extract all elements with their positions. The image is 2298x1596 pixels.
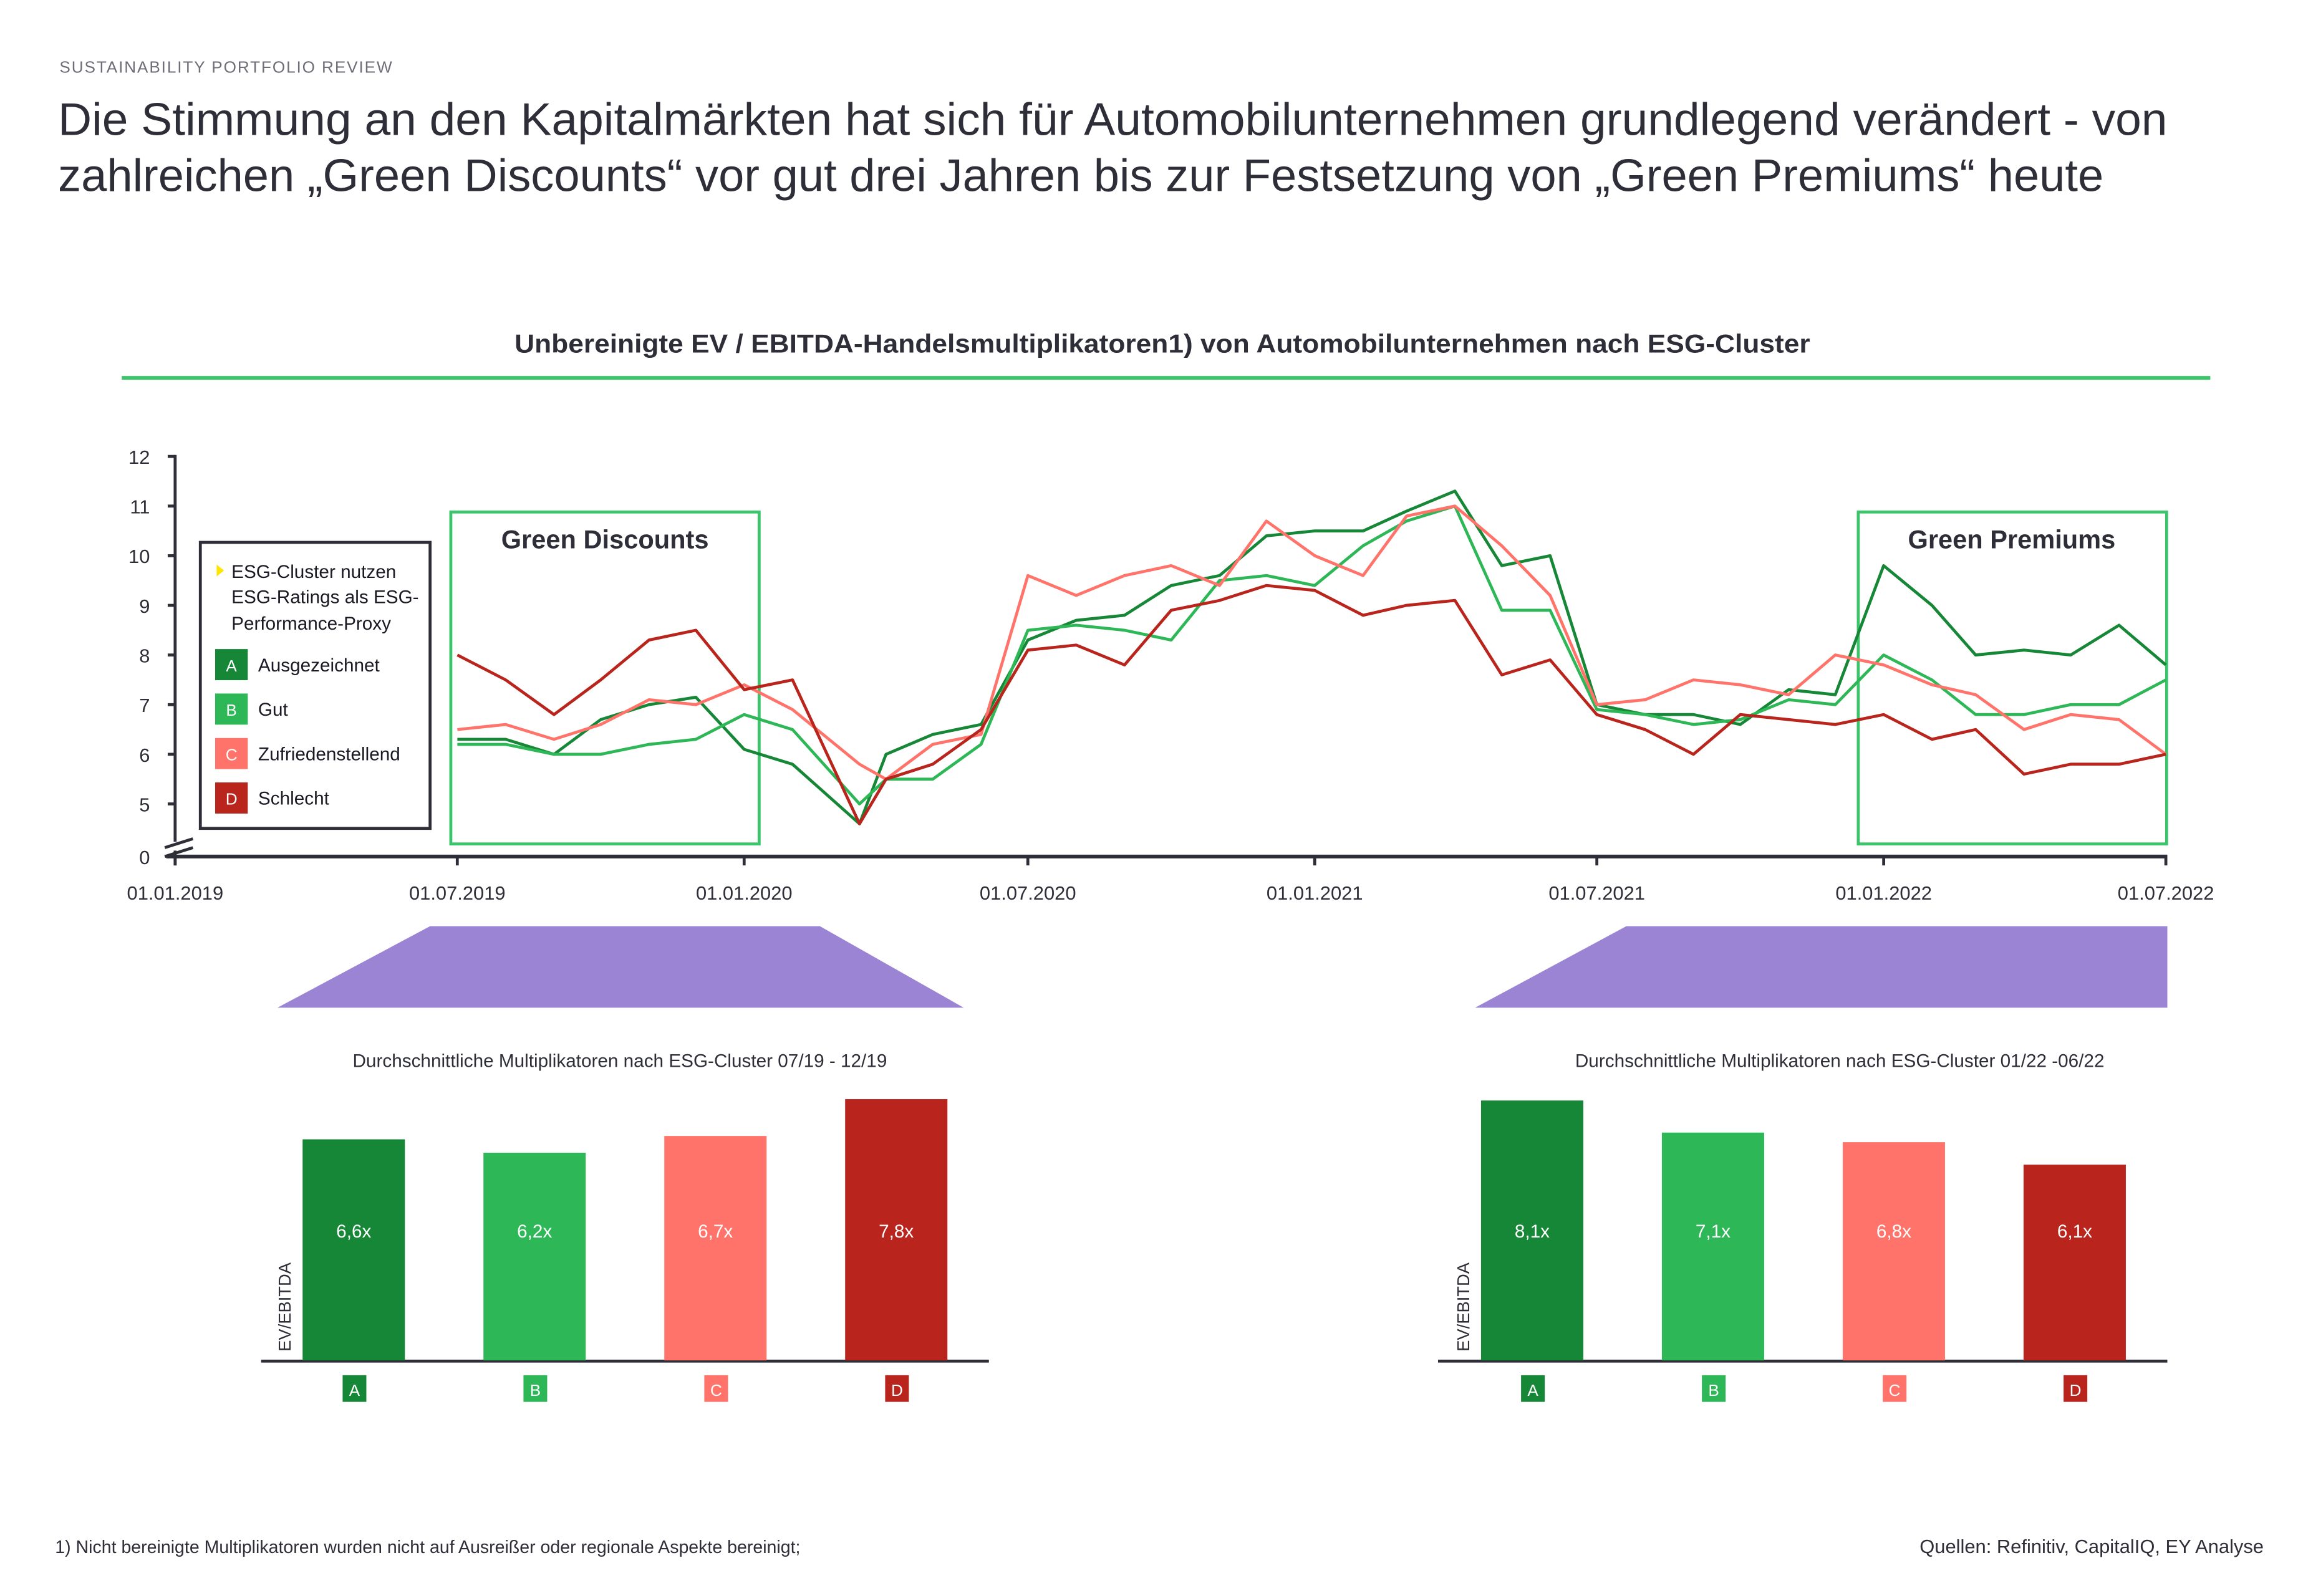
category-badge-C (704, 1375, 728, 1402)
bar-value-label: 8,1x (1515, 1221, 1550, 1242)
bar-C (1842, 1142, 1945, 1361)
yellow-triangle-bullet-icon (216, 564, 224, 577)
x-tick-label: 01.07.2019 (409, 882, 506, 904)
zoom-connector-left (277, 926, 964, 1008)
legend-key: B (226, 701, 236, 719)
bar-A (302, 1139, 405, 1361)
x-tick-label: 01.07.2020 (980, 882, 1076, 904)
series-line-B (457, 504, 2167, 805)
footnote: 1) Nicht bereinigte Multiplikatoren wurd… (55, 1537, 800, 1557)
line-chart-title: Unbereinigte EV / EBITDA-Handelsmultipli… (514, 329, 1810, 358)
legend-label: Gut (258, 699, 289, 720)
category-label: D (2070, 1381, 2082, 1400)
legend: ESG-Cluster nutzen ESG-Ratings als ESG- … (198, 541, 432, 830)
bar-value-label: 6,8x (1876, 1221, 1911, 1242)
category-label: A (1527, 1381, 1538, 1400)
green-discounts-box (449, 510, 761, 846)
axis-break-mark (164, 846, 194, 858)
legend-label: Schlecht (258, 789, 330, 809)
x-tick-label: 01.01.2021 (1267, 882, 1363, 904)
series-line-D (456, 584, 2166, 825)
bar-A (1480, 1100, 1583, 1361)
bar-chart-right: Durchschnittliche Multiplikatoren nach E… (1438, 1050, 2168, 1402)
category-label: B (530, 1381, 541, 1400)
category-badge-D (2064, 1375, 2088, 1402)
y-tick-label: 8 (139, 645, 150, 667)
legend-key: A (226, 656, 237, 675)
legend-label: Ausgezeichnet (258, 655, 380, 676)
category-label: C (1889, 1381, 1901, 1400)
legend-box (198, 541, 432, 830)
x-tick-label: 01.07.2022 (2118, 882, 2214, 904)
legend-swatch-A (215, 649, 248, 681)
category-badge-A (1521, 1375, 1545, 1402)
page-title-line-1: Die Stimmung an den Kapitalmärkten hat s… (58, 93, 2167, 145)
x-tick-label: 01.07.2021 (1548, 882, 1645, 904)
x-tick-label: 01.01.2022 (1835, 882, 1932, 904)
bar-value-label: 7,1x (1696, 1221, 1731, 1242)
zoom-connector-right (1475, 926, 2168, 1008)
series-line-C (457, 504, 2167, 781)
x-tick-label: 01.01.2020 (696, 882, 793, 904)
y-ticks: 0 5 6 7 8 9 10 11 12 (128, 446, 175, 868)
category-badge-A (342, 1375, 367, 1402)
green-premiums-label: Green Premiums (1908, 524, 2116, 554)
category-label: C (710, 1381, 722, 1400)
y-axis-label: EV/EBITDA (1454, 1262, 1473, 1352)
bar-chart-left: Durchschnittliche Multiplikatoren nach E… (261, 1050, 989, 1402)
y-tick-label: 5 (139, 794, 150, 815)
line-chart-axes (164, 454, 2168, 866)
legend-note-line: Performance-Proxy (231, 613, 391, 634)
page-title-line-2: zahlreichen „Green Discounts“ vor gut dr… (58, 150, 2103, 201)
category-badge-B (523, 1375, 548, 1402)
line-series (456, 489, 2167, 825)
eyebrow: SUSTAINABILITY PORTFOLIO REVIEW (59, 57, 393, 76)
bar-value-label: 6,6x (336, 1221, 371, 1242)
bar-value-label: 7,8x (879, 1221, 914, 1242)
series-line-A (457, 489, 2167, 825)
bar-D (2023, 1165, 2126, 1361)
legend-key: D (226, 790, 238, 809)
legend-swatch-C (215, 738, 248, 769)
legend-label: Zufriedenstellend (258, 744, 400, 764)
category-badge-B (1702, 1375, 1726, 1402)
legend-swatch-B (215, 693, 248, 725)
y-tick-label: 0 (139, 847, 150, 868)
y-axis-label: EV/EBITDA (275, 1262, 294, 1352)
category-badge-C (1883, 1375, 1907, 1402)
bar-value-label: 6,1x (2057, 1221, 2092, 1242)
bar-chart-title: Durchschnittliche Multiplikatoren nach E… (352, 1050, 887, 1071)
y-tick-label: 6 (139, 744, 150, 766)
x-tick-label: 01.01.2019 (127, 882, 224, 904)
bar-B (1661, 1132, 1764, 1361)
axis-break-mark (164, 837, 194, 849)
y-tick-label: 12 (128, 446, 150, 468)
legend-swatch-D (215, 782, 248, 814)
legend-note-line: ESG-Cluster nutzen (231, 562, 396, 582)
green-premiums-box (1856, 510, 2168, 846)
bar-B (483, 1152, 586, 1361)
y-tick-label: 10 (128, 546, 150, 567)
bar-C (664, 1136, 767, 1361)
category-label: A (349, 1381, 360, 1400)
category-label: D (891, 1381, 903, 1400)
x-ticks: 01.01.2019 01.07.2019 01.01.2020 01.07.2020… (127, 856, 2214, 904)
y-tick-label: 11 (130, 496, 150, 518)
bar-chart-title: Durchschnittliche Multiplikatoren nach E… (1575, 1050, 2105, 1071)
bar-value-label: 6,7x (698, 1221, 733, 1242)
sources: Quellen: Refinitiv, CapitalIQ, EY Analys… (1919, 1536, 2264, 1557)
green-discounts-label: Green Discounts (501, 524, 709, 554)
y-tick-label: 9 (139, 595, 150, 617)
legend-key: C (226, 745, 238, 764)
bar-D (845, 1099, 948, 1361)
category-badge-D (885, 1375, 909, 1402)
bar-value-label: 6,2x (517, 1221, 552, 1242)
category-label: B (1708, 1381, 1719, 1400)
y-tick-label: 7 (139, 695, 150, 716)
legend-note-line: ESG-Ratings als ESG- (231, 587, 418, 607)
